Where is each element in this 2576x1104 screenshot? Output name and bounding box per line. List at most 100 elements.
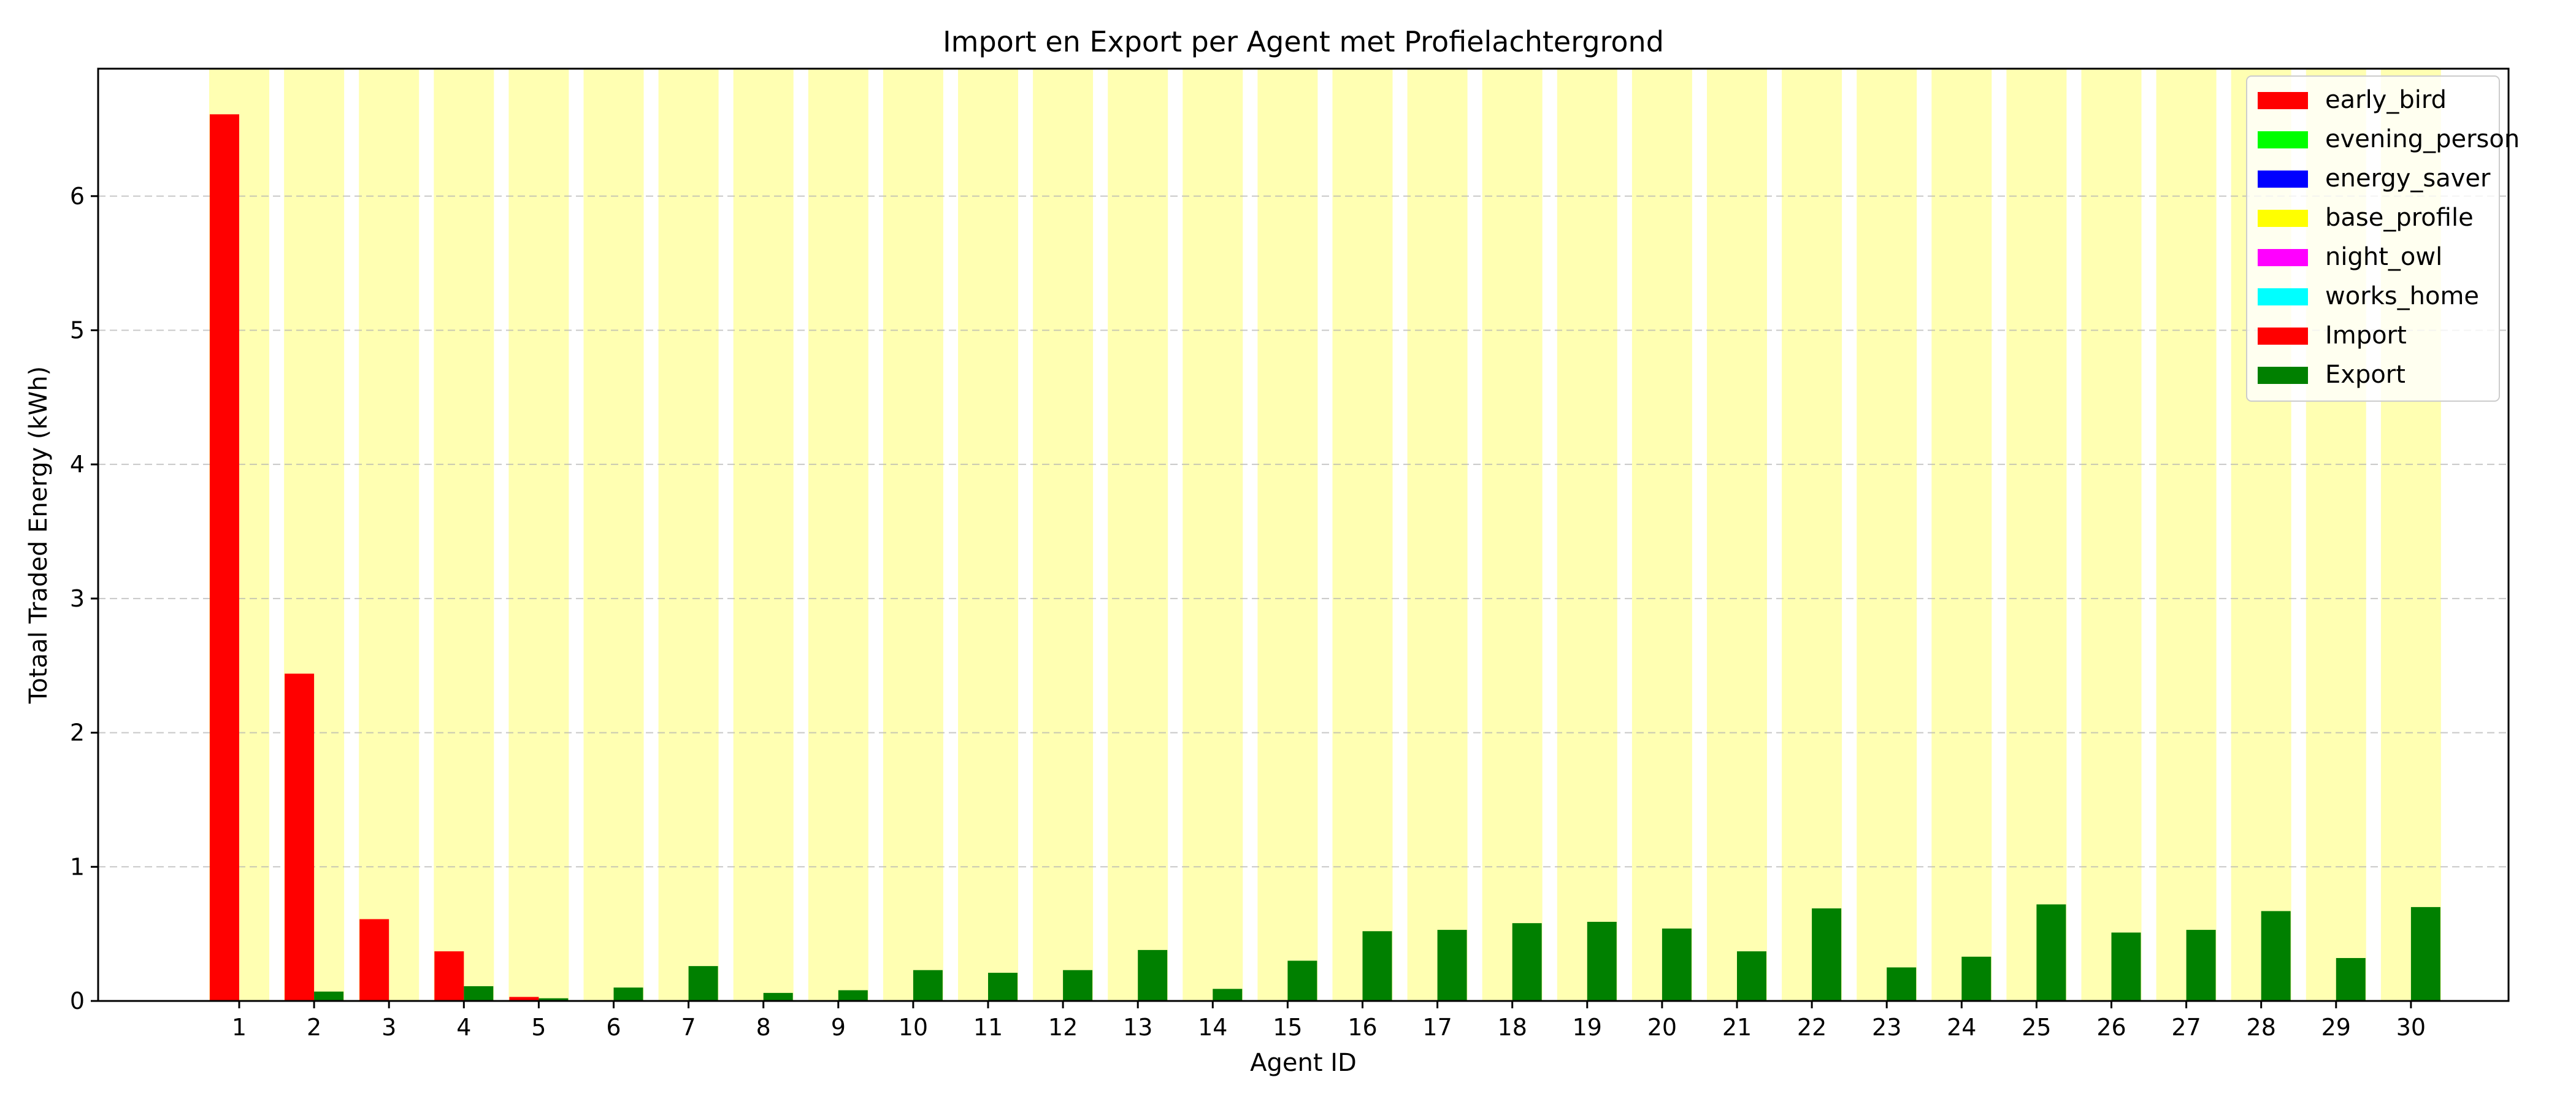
bar-export-10 (913, 970, 943, 1001)
legend-label-early_bird: early_bird (2325, 86, 2447, 114)
bar-export-23 (1887, 967, 1917, 1001)
x-tick-label: 17 (1422, 1014, 1452, 1041)
x-tick-label: 15 (1273, 1014, 1302, 1041)
x-tick-label: 23 (1872, 1014, 1901, 1041)
profile-background-14 (1183, 69, 1243, 1001)
profile-background-26 (2081, 69, 2142, 1001)
x-tick-label: 24 (1947, 1014, 1976, 1041)
legend-box (2246, 75, 2500, 402)
x-tick-label: 21 (1722, 1014, 1752, 1041)
profile-background-25 (2006, 69, 2067, 1001)
x-tick-label: 12 (1048, 1014, 1078, 1041)
profile-background-17 (1407, 69, 1468, 1001)
bar-export-12 (1063, 970, 1093, 1001)
x-tick-label: 11 (973, 1014, 1003, 1041)
bar-export-14 (1213, 989, 1243, 1001)
bar-import-2 (285, 673, 315, 1001)
legend-label-Export: Export (2325, 361, 2405, 389)
profile-background-7 (658, 69, 719, 1001)
bar-export-21 (1737, 951, 1766, 1001)
x-tick-label: 13 (1123, 1014, 1152, 1041)
plot-area-frame (97, 67, 2510, 1002)
bar-export-24 (1961, 956, 1991, 1001)
profile-background-19 (1557, 69, 1617, 1001)
bar-import-4 (434, 951, 464, 1001)
profile-background-5 (508, 69, 569, 1001)
profile-background-23 (1857, 69, 1917, 1001)
bar-export-27 (2186, 930, 2216, 1001)
legend-swatch-energy_saver (2258, 171, 2308, 188)
x-tick-label: 20 (1647, 1014, 1677, 1041)
bar-import-1 (210, 114, 239, 1001)
legend-label-energy_saver: energy_saver (2325, 164, 2491, 193)
legend-label-works_home: works_home (2325, 282, 2479, 310)
x-tick-label: 14 (1198, 1014, 1227, 1041)
bar-export-18 (1512, 923, 1542, 1001)
bar-export-25 (2036, 904, 2066, 1001)
legend-swatch-early_bird (2258, 92, 2308, 109)
legend-swatch-Import (2258, 328, 2308, 345)
profile-background-15 (1257, 69, 1318, 1001)
bar-import-5 (509, 997, 539, 1001)
bar-export-15 (1287, 960, 1317, 1001)
x-tick-label: 28 (2247, 1014, 2276, 1041)
x-tick-label: 25 (2022, 1014, 2051, 1041)
y-tick-label: 1 (70, 853, 85, 880)
legend-swatch-night_owl (2258, 249, 2308, 266)
bar-import-3 (359, 919, 389, 1001)
profile-background-4 (434, 69, 494, 1001)
bar-export-26 (2111, 932, 2141, 1001)
y-axis-label: Totaal Traded Energy (kWh) (25, 366, 53, 704)
x-tick-label: 19 (1573, 1014, 1602, 1041)
legend-label-evening_person: evening_person (2325, 125, 2520, 153)
x-tick-label: 30 (2396, 1014, 2426, 1041)
profile-background-18 (1482, 69, 1543, 1001)
profile-background-12 (1033, 69, 1094, 1001)
profile-background-9 (808, 69, 868, 1001)
bar-export-7 (688, 966, 718, 1001)
bar-export-13 (1138, 949, 1168, 1001)
bar-export-29 (2336, 958, 2366, 1001)
x-tick-label: 29 (2321, 1014, 2351, 1041)
profile-background-3 (359, 69, 420, 1001)
x-tick-label: 10 (899, 1014, 928, 1041)
bar-export-16 (1362, 931, 1392, 1001)
profile-background-6 (583, 69, 644, 1001)
x-tick-label: 6 (606, 1014, 621, 1041)
bar-export-2 (314, 991, 344, 1001)
x-axis-label: Agent ID (1250, 1049, 1357, 1077)
legend: early_bird evening_person energy_saverbase… (2246, 75, 2520, 402)
profile-background-11 (958, 69, 1018, 1001)
bar-export-28 (2261, 911, 2291, 1001)
bar-export-8 (763, 992, 793, 1001)
profile-background-24 (1931, 69, 1992, 1001)
x-tick-label: 26 (2096, 1014, 2126, 1041)
profile-background-8 (733, 69, 794, 1001)
bar-export-6 (613, 987, 643, 1001)
x-tick-label: 3 (381, 1014, 396, 1041)
profile-background-10 (883, 69, 943, 1001)
x-tick-label: 2 (307, 1014, 321, 1041)
x-tick-label: 16 (1347, 1014, 1377, 1041)
x-tick-label: 27 (2171, 1014, 2201, 1041)
y-tick-label: 0 (70, 987, 85, 1014)
y-tick-label: 3 (70, 585, 85, 612)
x-tick-label: 4 (456, 1014, 471, 1041)
bar-export-30 (2410, 907, 2440, 1001)
y-tick-label: 2 (70, 719, 85, 746)
x-tick-label: 5 (531, 1014, 546, 1041)
profile-background-21 (1707, 69, 1767, 1001)
legend-swatch-works_home (2258, 288, 2308, 305)
y-tick-label: 4 (70, 451, 85, 478)
x-tick-label: 9 (831, 1014, 846, 1041)
bar-export-4 (464, 986, 494, 1001)
legend-label-Import: Import (2325, 321, 2407, 350)
y-tick-label: 6 (70, 183, 85, 210)
bar-export-5 (539, 998, 569, 1001)
chart-title: Import en Export per Agent met Profielac… (943, 25, 1664, 58)
profile-background-22 (1782, 69, 1842, 1001)
x-tick-label: 8 (756, 1014, 771, 1041)
bar-export-17 (1437, 930, 1467, 1001)
bar-export-11 (988, 973, 1018, 1001)
